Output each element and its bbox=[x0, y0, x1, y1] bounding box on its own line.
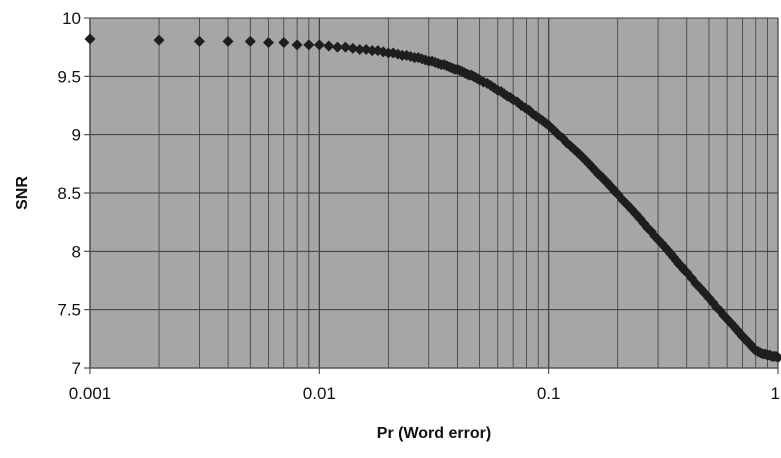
gridlines bbox=[89, 17, 779, 369]
data-point bbox=[347, 42, 359, 54]
data-point bbox=[193, 35, 205, 47]
data-point bbox=[303, 39, 315, 51]
x-tick-labels: 0.001 0.01 0.1 1 bbox=[69, 368, 780, 403]
data-point bbox=[153, 34, 165, 46]
data-point bbox=[339, 41, 351, 53]
y-tick-label: 7.5 bbox=[57, 301, 81, 320]
data-point bbox=[366, 45, 378, 57]
data-point bbox=[244, 35, 256, 47]
y-tick-label: 7 bbox=[72, 359, 81, 378]
x-tick-label: 0.01 bbox=[303, 384, 336, 403]
y-tick-label: 9 bbox=[72, 126, 81, 145]
data-point bbox=[278, 37, 290, 48]
data-points bbox=[84, 33, 781, 363]
data-point bbox=[291, 39, 303, 51]
y-axis-title: SNR bbox=[14, 176, 31, 210]
y-tick-labels: 7 7.5 8 8.5 9 9.5 10 bbox=[57, 9, 90, 378]
data-point bbox=[84, 33, 96, 45]
x-axis-title: Pr (Word error) bbox=[377, 425, 491, 442]
data-point bbox=[323, 40, 335, 52]
data-point bbox=[313, 39, 325, 51]
data-point bbox=[331, 41, 343, 53]
data-point bbox=[772, 352, 781, 363]
y-tick-label: 10 bbox=[62, 9, 81, 28]
y-tick-label: 8.5 bbox=[57, 184, 81, 203]
y-tick-label: 9.5 bbox=[57, 67, 81, 86]
x-tick-label: 0.1 bbox=[537, 384, 561, 403]
y-tick-label: 8 bbox=[72, 242, 81, 261]
data-point bbox=[262, 37, 274, 48]
x-tick-label: 1 bbox=[771, 384, 780, 403]
data-point bbox=[354, 44, 366, 55]
x-tick-label: 0.001 bbox=[69, 384, 112, 403]
data-point bbox=[222, 35, 234, 47]
